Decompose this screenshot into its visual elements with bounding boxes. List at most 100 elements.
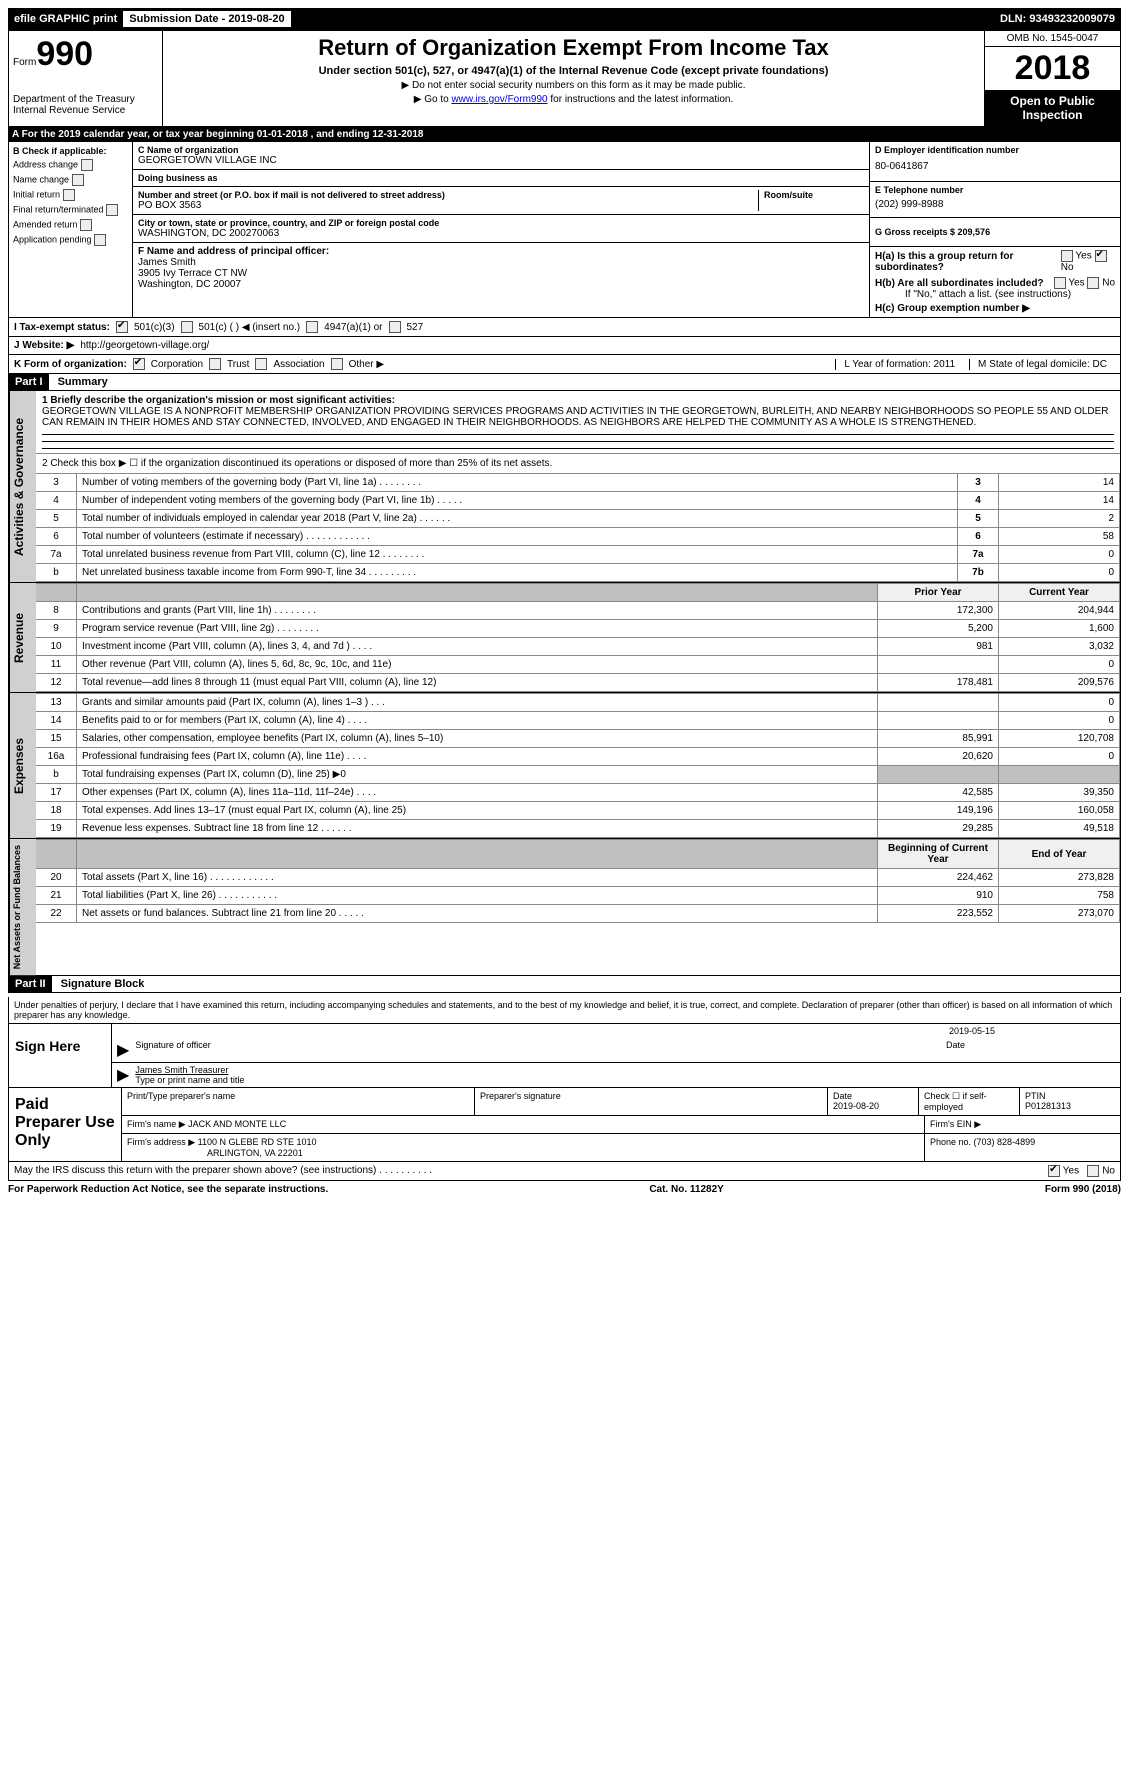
corp-checkbox[interactable] (133, 358, 145, 370)
firm-addr1: 1100 N GLEBE RD STE 1010 (198, 1137, 317, 1147)
check-item: Name change (13, 174, 128, 186)
ptin-value: P01281313 (1025, 1101, 1115, 1111)
city-label: City or town, state or province, country… (138, 218, 864, 228)
table-row: 11Other revenue (Part VIII, column (A), … (36, 656, 1120, 674)
prep-sig-label: Preparer's signature (474, 1088, 827, 1116)
row-a-calendar: A For the 2019 calendar year, or tax yea… (8, 127, 1121, 142)
prep-date: 2019-08-20 (833, 1101, 913, 1111)
table-row: 17Other expenses (Part IX, column (A), l… (36, 784, 1120, 802)
irs-link[interactable]: www.irs.gov/Form990 (451, 94, 547, 105)
table-row: 3Number of voting members of the governi… (36, 474, 1120, 492)
name-label: C Name of organization (138, 145, 864, 155)
l-year: L Year of formation: 2011 (835, 359, 963, 370)
efile-label: efile GRAPHIC print (14, 13, 117, 25)
form-prefix: Form (13, 57, 36, 68)
net-table: Beginning of Current YearEnd of Year20To… (36, 839, 1120, 923)
vtab-expenses: Expenses (9, 693, 36, 838)
other-checkbox[interactable] (331, 358, 343, 370)
dln-number: DLN: 93493232009079 (1000, 13, 1115, 25)
signature-block: Under penalties of perjury, I declare th… (8, 997, 1121, 1162)
527-checkbox[interactable] (389, 321, 401, 333)
d-label: D Employer identification number (875, 145, 1115, 155)
check-item: Final return/terminated (13, 204, 128, 216)
table-row: 22Net assets or fund balances. Subtract … (36, 905, 1120, 923)
mission-text: GEORGETOWN VILLAGE IS A NONPROFIT MEMBER… (42, 406, 1114, 428)
footer-left: For Paperwork Reduction Act Notice, see … (8, 1184, 328, 1195)
header-left: Form990 Department of the Treasury Inter… (9, 31, 163, 126)
org-name: GEORGETOWN VILLAGE INC (138, 155, 864, 166)
governance-table: 3Number of voting members of the governi… (36, 473, 1120, 582)
table-row: 13Grants and similar amounts paid (Part … (36, 694, 1120, 712)
line-i: I Tax-exempt status: 501(c)(3) 501(c) ( … (8, 317, 1121, 336)
officer-name: James Smith Treasurer (135, 1065, 244, 1075)
form-header: Form990 Department of the Treasury Inter… (8, 30, 1121, 127)
table-row: 12Total revenue—add lines 8 through 11 (… (36, 674, 1120, 692)
501c-checkbox[interactable] (181, 321, 193, 333)
room-label: Room/suite (764, 190, 864, 200)
note-ssn: ▶ Do not enter social security numbers o… (167, 80, 980, 91)
firm-addr2: ARLINGTON, VA 22201 (127, 1148, 303, 1158)
footer-right: Form 990 (2018) (1045, 1184, 1121, 1195)
date-label: Date (946, 1040, 965, 1060)
table-row: 20Total assets (Part X, line 16) . . . .… (36, 869, 1120, 887)
e-label: E Telephone number (875, 185, 1115, 195)
preparer-label: Paid Preparer Use Only (9, 1088, 121, 1161)
f-label: F Name and address of principal officer: (138, 246, 864, 257)
table-row: bTotal fundraising expenses (Part IX, co… (36, 766, 1120, 784)
sig-officer-label: Signature of officer (135, 1040, 210, 1060)
table-row: 9Program service revenue (Part VIII, lin… (36, 620, 1120, 638)
line-k: K Form of organization: Corporation Trus… (8, 355, 1121, 374)
4947-checkbox[interactable] (306, 321, 318, 333)
vtab-revenue: Revenue (9, 583, 36, 692)
form-subtitle: Under section 501(c), 527, or 4947(a)(1)… (167, 65, 980, 77)
discuss-yes[interactable] (1048, 1165, 1060, 1177)
trust-checkbox[interactable] (209, 358, 221, 370)
ha-row: H(a) Is this a group return for subordin… (875, 250, 1115, 273)
line-j: J Website: ▶ http://georgetown-village.o… (8, 336, 1121, 355)
f-addr2: Washington, DC 20007 (138, 279, 864, 290)
header-right: OMB No. 1545-0047 2018 Open to Public In… (984, 31, 1120, 126)
table-row: 21Total liabilities (Part X, line 26) . … (36, 887, 1120, 905)
check-item: Application pending (13, 234, 128, 246)
vtab-net: Net Assets or Fund Balances (9, 839, 36, 975)
col-b-heading: B Check if applicable: (13, 146, 128, 156)
part-i-tag: Part I (9, 374, 49, 390)
assoc-checkbox[interactable] (255, 358, 267, 370)
table-row: 4Number of independent voting members of… (36, 492, 1120, 510)
part-i: Part I Summary Activities & Governance 1… (8, 374, 1121, 976)
page-footer: For Paperwork Reduction Act Notice, see … (8, 1181, 1121, 1198)
hc-label: H(c) Group exemption number ▶ (875, 303, 1115, 314)
mission-block: 1 Briefly describe the organization's mi… (36, 391, 1120, 454)
name-title-label: Type or print name and title (135, 1075, 244, 1085)
line2-checkbox: 2 Check this box ▶ ☐ if the organization… (36, 454, 1120, 473)
firm-name: JACK AND MONTE LLC (188, 1119, 286, 1129)
submission-date: Submission Date - 2019-08-20 (123, 11, 290, 27)
table-row: 7aTotal unrelated business revenue from … (36, 546, 1120, 564)
check-item: Amended return (13, 219, 128, 231)
addr-value: PO BOX 3563 (138, 200, 758, 211)
efile-top-bar: efile GRAPHIC print Submission Date - 20… (8, 8, 1121, 30)
f-name: James Smith (138, 257, 864, 268)
part-ii-tag: Part II (9, 976, 52, 992)
part-ii: Part II Signature Block (8, 976, 1121, 993)
self-emp-check: Check ☐ if self-employed (918, 1088, 1019, 1116)
discuss-no[interactable] (1087, 1165, 1099, 1177)
perjury-text: Under penalties of perjury, I declare th… (9, 997, 1120, 1024)
table-row: 15Salaries, other compensation, employee… (36, 730, 1120, 748)
preparer-section: Paid Preparer Use Only Print/Type prepar… (9, 1087, 1120, 1161)
sig-date: 2019-05-15 (949, 1026, 995, 1036)
tax-year: 2018 (985, 47, 1120, 90)
sign-here-label: Sign Here (9, 1024, 112, 1087)
g-label: G Gross receipts $ 209,576 (875, 221, 1115, 243)
table-row: 19Revenue less expenses. Subtract line 1… (36, 820, 1120, 838)
dept-treasury: Department of the Treasury Internal Reve… (13, 94, 158, 116)
form-title: Return of Organization Exempt From Incom… (167, 35, 980, 61)
501c3-checkbox[interactable] (116, 321, 128, 333)
city-value: WASHINGTON, DC 200270063 (138, 228, 864, 239)
h-note: If "No," attach a list. (see instruction… (875, 289, 1115, 300)
firm-phone: Phone no. (703) 828-4899 (924, 1134, 1120, 1161)
part-i-title: Summary (52, 376, 108, 388)
footer-center: Cat. No. 11282Y (649, 1184, 723, 1195)
check-item: Initial return (13, 189, 128, 201)
table-row: 10Investment income (Part VIII, column (… (36, 638, 1120, 656)
